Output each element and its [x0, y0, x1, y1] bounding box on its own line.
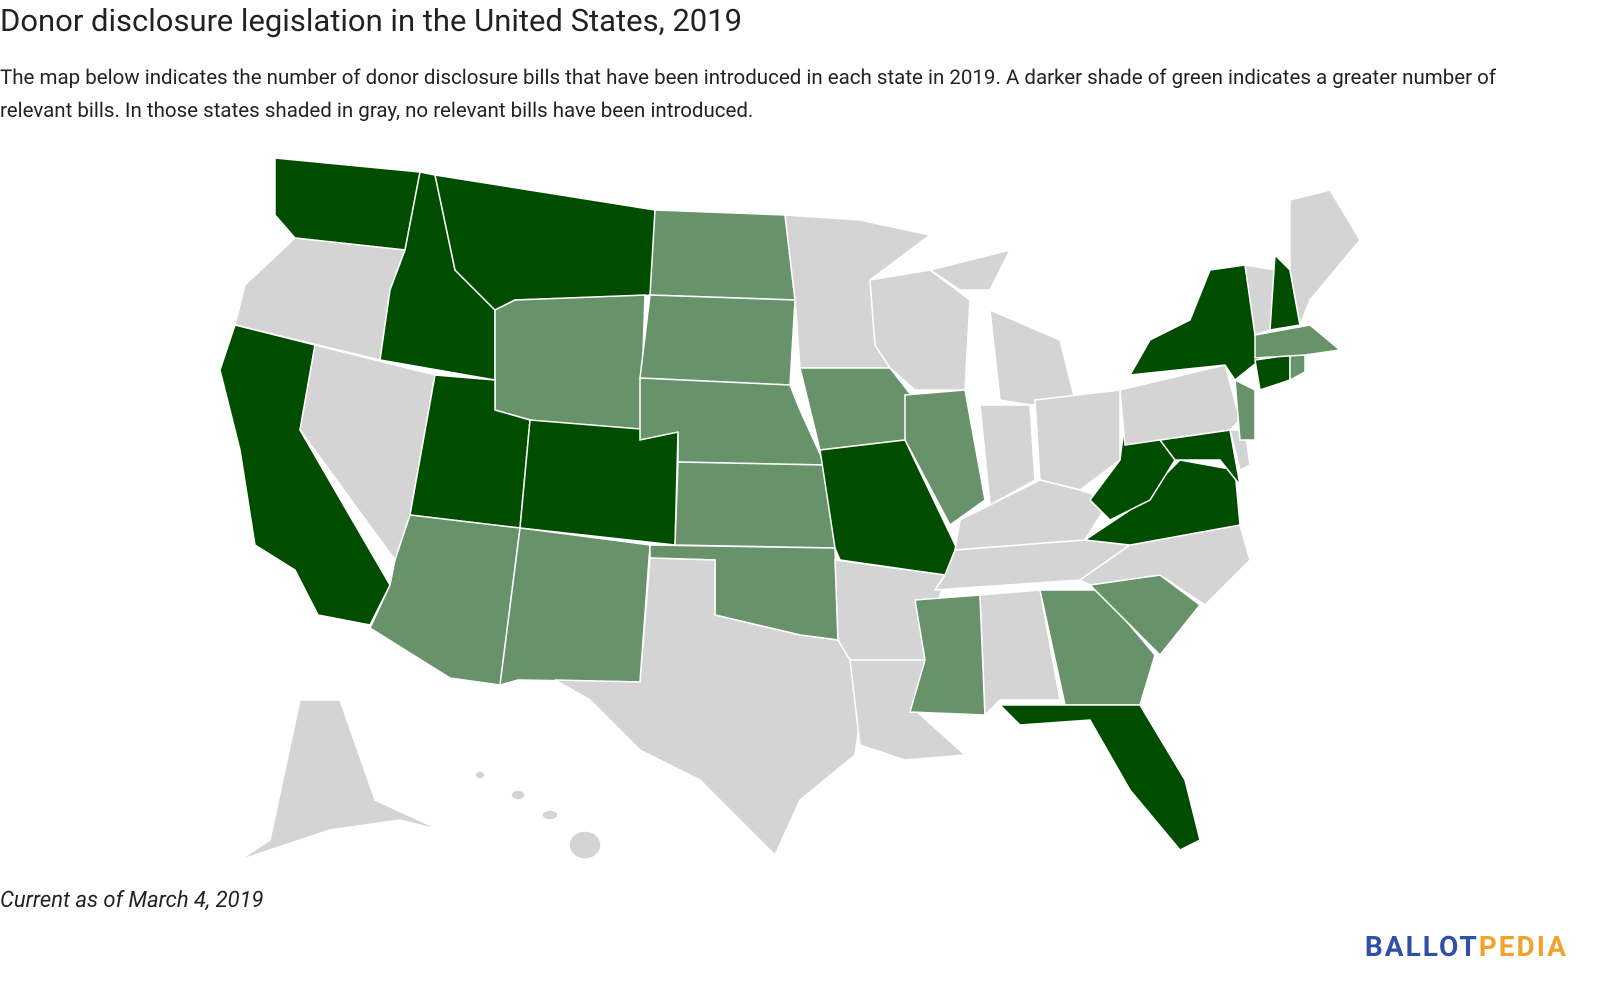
logo: BALLOTPEDIA [1365, 930, 1568, 963]
state [510, 789, 526, 801]
state [649, 209, 796, 301]
state [568, 830, 602, 860]
logo-part: BALLOT [1364, 930, 1479, 963]
state [1039, 589, 1156, 706]
state [1289, 354, 1306, 382]
state [674, 461, 836, 549]
state [1234, 378, 1256, 441]
state [904, 389, 986, 527]
state [1254, 354, 1291, 391]
state [989, 308, 1076, 406]
state [1119, 364, 1241, 446]
state [499, 527, 651, 687]
state [1128, 264, 1261, 382]
state [928, 248, 1012, 291]
footnote: Current as of March 4, 2019 [0, 888, 264, 913]
state [979, 589, 1061, 717]
state [1289, 189, 1361, 328]
logo-part: PEDIA [1478, 930, 1568, 963]
state [554, 557, 861, 857]
state [239, 699, 441, 861]
state [799, 367, 916, 451]
state [519, 419, 679, 546]
state [1254, 324, 1342, 359]
state [541, 809, 559, 821]
state [474, 770, 486, 780]
title: Donor disclosure legislation in the Unit… [0, 2, 743, 39]
state [998, 704, 1201, 851]
state [639, 294, 796, 386]
state [274, 157, 421, 251]
state [979, 404, 1036, 507]
state [1034, 389, 1121, 491]
state [909, 594, 986, 716]
subtitle: The map below indicates the number of do… [0, 66, 1496, 123]
